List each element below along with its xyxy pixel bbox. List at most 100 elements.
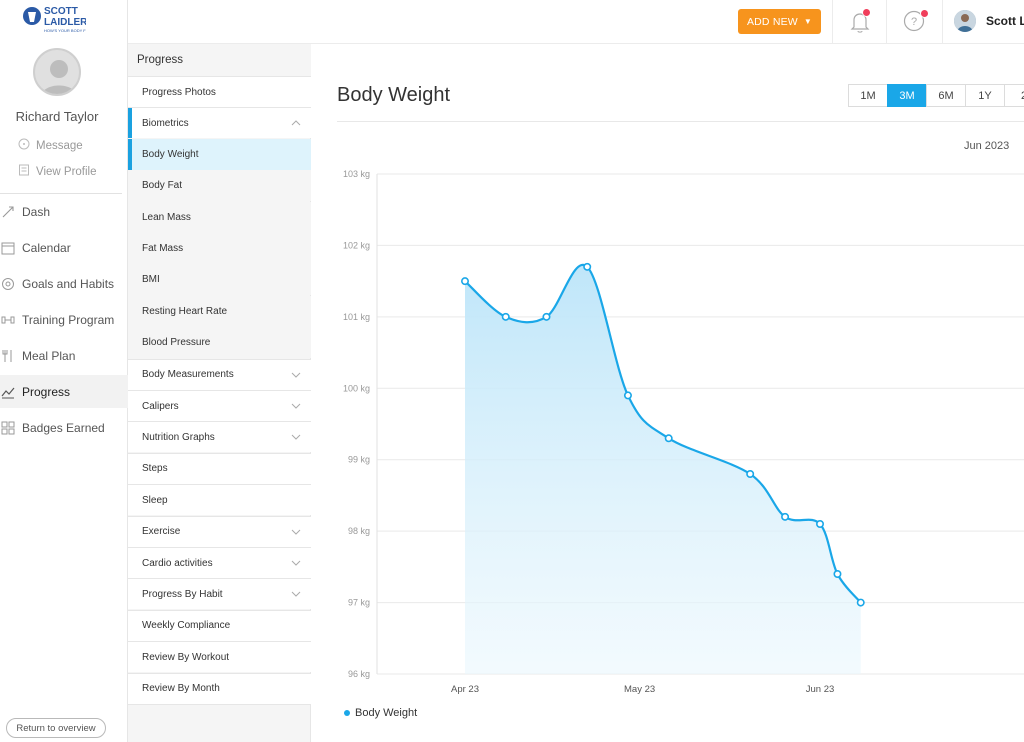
subnav-item-label: Body Fat	[142, 180, 183, 192]
data-point[interactable]	[542, 312, 551, 321]
message-label: Message	[36, 139, 83, 152]
y-tick-label: 99 kg	[348, 455, 370, 465]
notifications-bell-icon[interactable]	[849, 10, 871, 39]
nav-label: Meal Plan	[22, 348, 76, 363]
title-divider	[337, 121, 1024, 122]
subnav-item-body-measurements[interactable]: Body Measurements	[128, 358, 311, 390]
subnav-item-steps[interactable]: Steps	[128, 452, 311, 484]
subnav-item-label: Weekly Compliance	[142, 620, 231, 632]
help-badge	[920, 9, 929, 18]
subnav-item-label: Nutrition Graphs	[142, 431, 215, 443]
range-button-1m[interactable]: 1M	[848, 84, 888, 107]
nav-item-training-program[interactable]: Training Program	[0, 303, 128, 336]
subnav-item-label: Body Weight	[142, 148, 199, 160]
subnav-divider	[128, 704, 311, 705]
left-sidebar: SCOTT LAIDLER HOW'S YOUR BODY FUEL Richa…	[0, 0, 128, 742]
meal-plan-icon	[0, 348, 16, 364]
sidebar-divider	[0, 193, 122, 194]
subnav-item-cardio-activities[interactable]: Cardio activities	[128, 547, 311, 578]
subnav-item-review-by-workout[interactable]: Review By Workout	[128, 641, 311, 673]
active-indicator	[128, 108, 132, 139]
data-point[interactable]	[815, 519, 824, 528]
body-weight-chart[interactable]: 96 kg 97 kg 98 kg 99 kg 100 kg 101 kg 102 kg 10…	[311, 154, 1024, 704]
chevron-down-icon	[291, 527, 301, 537]
chart-legend[interactable]: Body Weight	[344, 707, 417, 719]
data-point[interactable]	[856, 598, 865, 607]
main-content: Body Weight 1M3M6M1Y2 Jun 2023 96 kg 97 k…	[311, 44, 1024, 742]
subnav-item-biometrics[interactable]: Biometrics	[128, 107, 311, 139]
nav-item-dash[interactable]: Dash	[0, 195, 128, 228]
nav-item-progress[interactable]: Progress	[0, 375, 128, 408]
subnav-item-label: Sleep	[142, 494, 168, 506]
range-button-6m[interactable]: 6M	[926, 84, 966, 107]
legend-label: Body Weight	[355, 707, 418, 719]
subnav-item-label: Lean Mass	[142, 211, 191, 223]
badges-icon	[0, 420, 16, 436]
subnav-item-progress-by-habit[interactable]: Progress By Habit	[128, 578, 311, 610]
nav-label: Progress	[22, 384, 71, 399]
subnav-item-label: Progress Photos	[142, 86, 216, 98]
subnav-heading: Progress	[128, 44, 311, 76]
data-point[interactable]	[461, 277, 470, 286]
message-link[interactable]: Message	[18, 138, 83, 153]
profile-icon	[18, 164, 30, 179]
legend-dot	[344, 710, 350, 716]
view-profile-link[interactable]: View Profile	[18, 164, 97, 179]
subnav-item-review-by-month[interactable]: Review By Month	[128, 672, 311, 704]
subnav-item-label: Calipers	[142, 400, 179, 412]
subnav-item-blood-pressure[interactable]: Blood Pressure	[128, 327, 311, 359]
subnav-item-nutrition-graphs[interactable]: Nutrition Graphs	[128, 421, 311, 453]
subnav-item-body-weight[interactable]: Body Weight	[128, 138, 311, 170]
data-point[interactable]	[781, 512, 790, 521]
range-button-2[interactable]: 2	[1004, 84, 1024, 107]
add-new-button[interactable]: ADD NEW ▼	[738, 9, 821, 34]
nav-item-calendar[interactable]: Calendar	[0, 231, 128, 264]
data-point[interactable]	[623, 391, 632, 400]
nav-item-meal-plan[interactable]: Meal Plan	[0, 339, 128, 372]
subnav-item-fat-mass[interactable]: Fat Mass	[128, 233, 311, 264]
subnav-item-weekly-compliance[interactable]: Weekly Compliance	[128, 609, 311, 641]
subnav-item-label: Resting Heart Rate	[142, 305, 228, 317]
data-point[interactable]	[583, 262, 592, 271]
user-avatar[interactable]	[954, 10, 976, 32]
subnav-item-label: Exercise	[142, 526, 181, 538]
subnav-item-lean-mass[interactable]: Lean Mass	[128, 201, 311, 233]
subnav-item-resting-heart-rate[interactable]: Resting Heart Rate	[128, 295, 311, 327]
return-to-overview-button[interactable]: Return to overview	[6, 718, 106, 738]
help-icon[interactable]: ?	[903, 10, 925, 37]
add-new-label: ADD NEW	[746, 15, 798, 28]
subnav-item-body-fat[interactable]: Body Fat	[128, 170, 311, 202]
subnav-item-sleep[interactable]: Sleep	[128, 484, 311, 516]
view-profile-label: View Profile	[36, 165, 97, 178]
nav-label: Calendar	[22, 240, 71, 255]
progress-subnav: Progress Progress Photos Biometrics Body W…	[128, 44, 311, 742]
range-button-3m[interactable]: 3M	[887, 84, 927, 107]
nav-item-goals-and-habits[interactable]: Goals and Habits	[0, 267, 128, 300]
subnav-item-label: Review By Month	[142, 683, 220, 695]
subnav-item-calipers[interactable]: Calipers	[128, 390, 311, 421]
profile-avatar[interactable]	[33, 48, 81, 96]
data-point[interactable]	[746, 469, 755, 478]
subnav-item-bmi[interactable]: BMI	[128, 264, 311, 296]
x-tick-label: May 23	[624, 684, 655, 695]
notification-badge	[862, 8, 871, 17]
chevron-down-icon	[291, 401, 301, 411]
active-indicator	[128, 138, 132, 170]
data-point[interactable]	[664, 434, 673, 443]
y-tick-label: 98 kg	[348, 526, 370, 536]
nav-item-badges-earned[interactable]: Badges Earned	[0, 411, 128, 444]
range-button-1y[interactable]: 1Y	[965, 84, 1005, 107]
caret-down-icon: ▼	[803, 17, 813, 26]
brand-logo[interactable]: SCOTT LAIDLER HOW'S YOUR BODY FUEL	[22, 2, 94, 34]
series-line[interactable]	[464, 263, 862, 604]
y-tick-label: 101 kg	[343, 312, 370, 322]
chart-month-label: Jun 2023	[964, 140, 1010, 152]
subnav-item-progress-photos[interactable]: Progress Photos	[128, 76, 311, 107]
top-user-name[interactable]: Scott L.	[986, 14, 1024, 28]
data-point[interactable]	[833, 569, 842, 578]
data-point[interactable]	[501, 312, 510, 321]
chevron-up-icon	[291, 118, 301, 128]
subnav-item-exercise[interactable]: Exercise	[128, 515, 311, 547]
page-title: Body Weight	[337, 84, 451, 106]
top-bar: ADD NEW ▼ ? Scott L.	[128, 0, 1024, 44]
